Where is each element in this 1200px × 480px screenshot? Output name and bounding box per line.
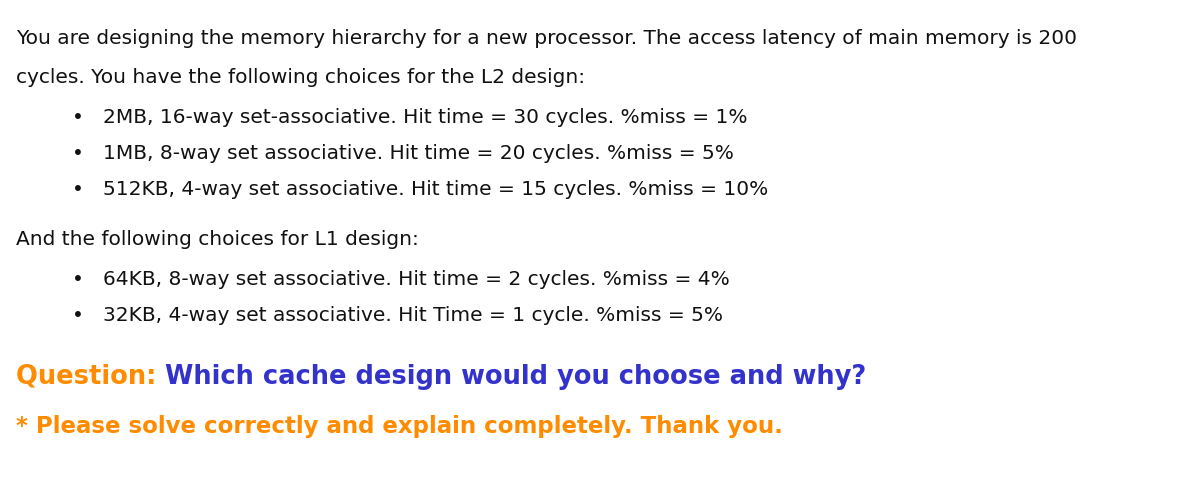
Text: * Please solve correctly and explain completely. Thank you.: * Please solve correctly and explain com… <box>16 414 782 437</box>
Text: cycles. You have the following choices for the L2 design:: cycles. You have the following choices f… <box>16 68 584 87</box>
Text: •   64KB, 8-way set associative. Hit time = 2 cycles. %miss = 4%: • 64KB, 8-way set associative. Hit time … <box>72 269 730 288</box>
Text: And the following choices for L1 design:: And the following choices for L1 design: <box>16 230 419 249</box>
Text: •   512KB, 4-way set associative. Hit time = 15 cycles. %miss = 10%: • 512KB, 4-way set associative. Hit time… <box>72 180 768 199</box>
Text: •   2MB, 16-way set-associative. Hit time = 30 cycles. %miss = 1%: • 2MB, 16-way set-associative. Hit time … <box>72 108 748 127</box>
Text: Question:: Question: <box>16 363 164 389</box>
Text: Which cache design would you choose and why?: Which cache design would you choose and … <box>164 363 866 389</box>
Text: •   32KB, 4-way set associative. Hit Time = 1 cycle. %miss = 5%: • 32KB, 4-way set associative. Hit Time … <box>72 305 722 324</box>
Text: •   1MB, 8-way set associative. Hit time = 20 cycles. %miss = 5%: • 1MB, 8-way set associative. Hit time =… <box>72 144 734 163</box>
Text: You are designing the memory hierarchy for a new processor. The access latency o: You are designing the memory hierarchy f… <box>16 29 1076 48</box>
